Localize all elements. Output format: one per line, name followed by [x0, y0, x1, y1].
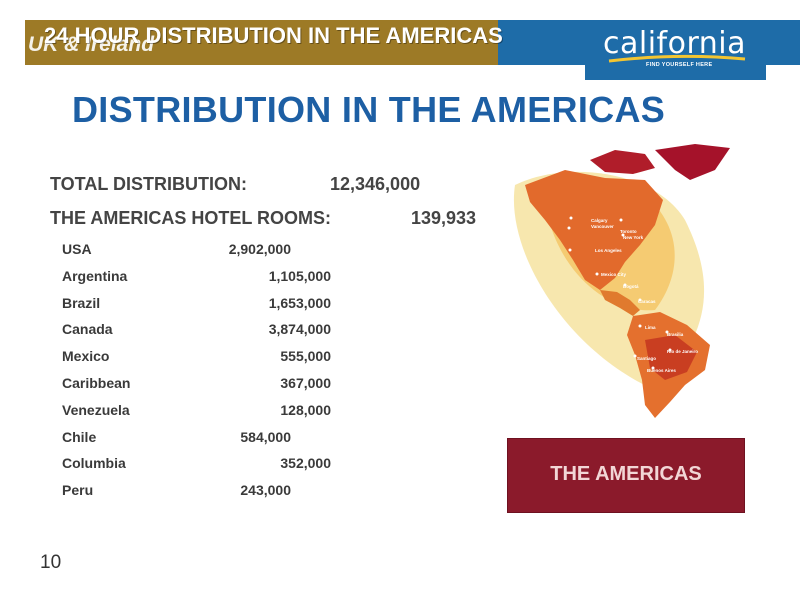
country-name: Caribbean	[62, 374, 131, 391]
slide-title: DISTRIBUTION IN THE AMERICAS	[72, 89, 666, 130]
country-name: Chile	[62, 428, 97, 445]
hotel-rooms-label: THE AMERICAS HOTEL ROOMS:	[50, 208, 332, 228]
logo-swoosh-icon	[608, 54, 746, 63]
city-label: Los Angeles	[595, 248, 622, 253]
country-name: Venezuela	[62, 401, 130, 418]
city-label: Vancouver	[591, 224, 614, 229]
city-label: Brasilia	[667, 332, 684, 337]
country-name: USA	[62, 241, 92, 257]
city-label: Lima	[645, 325, 656, 330]
city-label: Caracas	[638, 299, 656, 304]
logo-tagline: FIND YOURSELF HERE	[646, 62, 713, 68]
logo-wordmark: california	[603, 26, 747, 61]
country-value: 352,000	[280, 455, 331, 472]
country-value: 243,000	[240, 482, 291, 499]
country-name: Columbia	[62, 455, 126, 472]
the-americas-label: THE AMERICAS	[550, 463, 702, 485]
country-value: 367,000	[280, 374, 331, 391]
california-logo: california FIND YOURSELF HERE	[585, 20, 766, 80]
hotel-rooms: THE AMERICAS HOTEL ROOMS: 139,933	[50, 208, 476, 229]
city-label: Mexico City	[601, 272, 627, 277]
header-bar-gold	[25, 20, 498, 65]
country-name: Brazil	[62, 294, 101, 311]
city-label: Calgary	[591, 218, 608, 223]
city-label: Rio de Janeiro	[667, 349, 698, 354]
country-value: 3,874,000	[268, 321, 331, 338]
region-label: UK & Ireland	[28, 33, 155, 56]
total-distribution-value: 12,346,000	[330, 174, 421, 194]
city-label: Toronto	[620, 229, 637, 234]
city-label: Santiago	[637, 356, 656, 361]
city-label: New York	[623, 235, 644, 240]
americas-map: Calgary Vancouver Toronto New York Los A…	[513, 144, 730, 418]
total-distribution-label: TOTAL DISTRIBUTION:	[50, 174, 247, 194]
city-label: Bogotá	[623, 284, 639, 289]
city-label: Buenos Aires	[647, 368, 676, 373]
country-value: 584,000	[240, 428, 291, 445]
country-value: 1,105,000	[268, 267, 331, 284]
the-americas-box: THE AMERICAS	[507, 438, 745, 513]
country-name: Canada	[62, 321, 113, 338]
country-name: Argentina	[62, 267, 128, 284]
total-distribution: TOTAL DISTRIBUTION: 12,346,000	[50, 174, 420, 195]
hotel-rooms-value: 139,933	[411, 208, 477, 228]
country-name: Peru	[62, 482, 94, 499]
country-value: 555,000	[280, 348, 331, 365]
slide-number: 10	[40, 552, 62, 573]
header-title: 24 HOUR DISTRIBUTION IN THE AMERICAS	[44, 23, 503, 48]
country-value: 1,653,000	[268, 294, 331, 311]
country-value: 2,902,000	[228, 241, 291, 257]
country-value: 128,000	[280, 401, 331, 418]
country-name: Mexico	[62, 348, 110, 365]
